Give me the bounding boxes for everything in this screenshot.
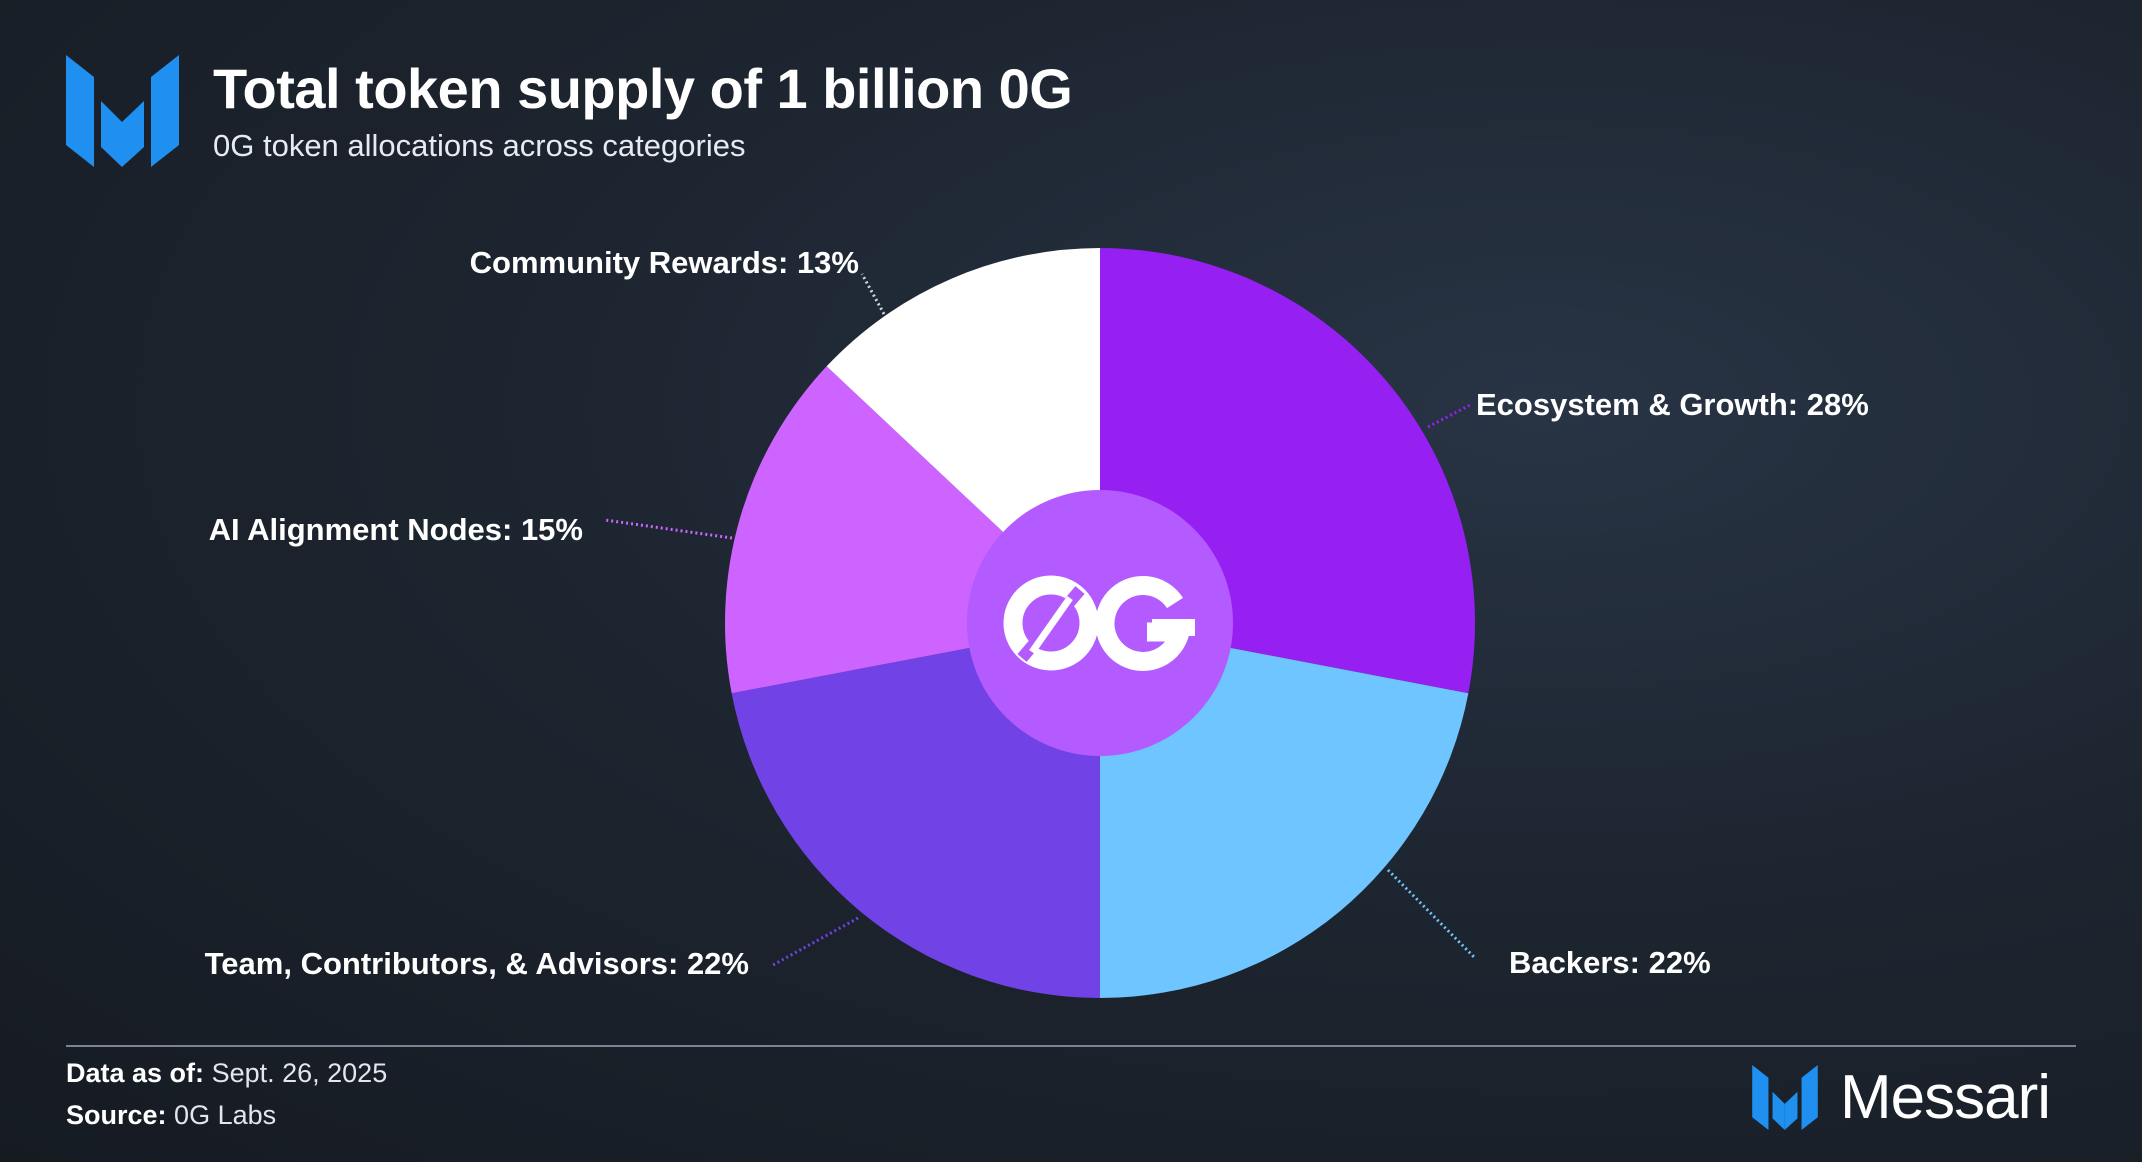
page-title: Total token supply of 1 billion 0G [213,57,1073,120]
data-source-value: 0G Labs [174,1100,277,1130]
leader-line-team-contributors-advisors [772,916,859,967]
data-date: Data as of: Sept. 26, 2025 [66,1058,387,1089]
leader-line-backers [1386,868,1477,960]
leader-line-community-rewards [860,273,886,315]
footer-divider [66,1045,2076,1047]
slice-label-backers: Backers: 22% [1509,945,1711,980]
brand-name: Messari [1840,1062,2051,1132]
data-date-value: Sept. 26, 2025 [211,1058,388,1088]
page-subtitle: 0G token allocations across categories [213,128,746,163]
messari-mark-icon [1752,1064,1818,1130]
0g-logo-icon [1003,575,1195,671]
slice-label-ai-alignment-nodes: AI Alignment Nodes: 15% [209,512,583,547]
slice-label-ecosystem-growth: Ecosystem & Growth: 28% [1476,387,1869,422]
slice-label-community-rewards: Community Rewards: 13% [470,245,859,280]
data-date-label: Data as of: [66,1058,205,1088]
data-source-label: Source: [66,1100,167,1130]
leader-line-ecosystem-growth [1427,402,1473,429]
data-source: Source: 0G Labs [66,1100,276,1131]
slice-label-team-contributors-advisors: Team, Contributors, & Advisors: 22% [205,946,749,981]
leader-line-ai-alignment-nodes [604,518,733,540]
messari-logo-icon [66,55,179,167]
brand-logo: Messari [1752,1062,2051,1132]
